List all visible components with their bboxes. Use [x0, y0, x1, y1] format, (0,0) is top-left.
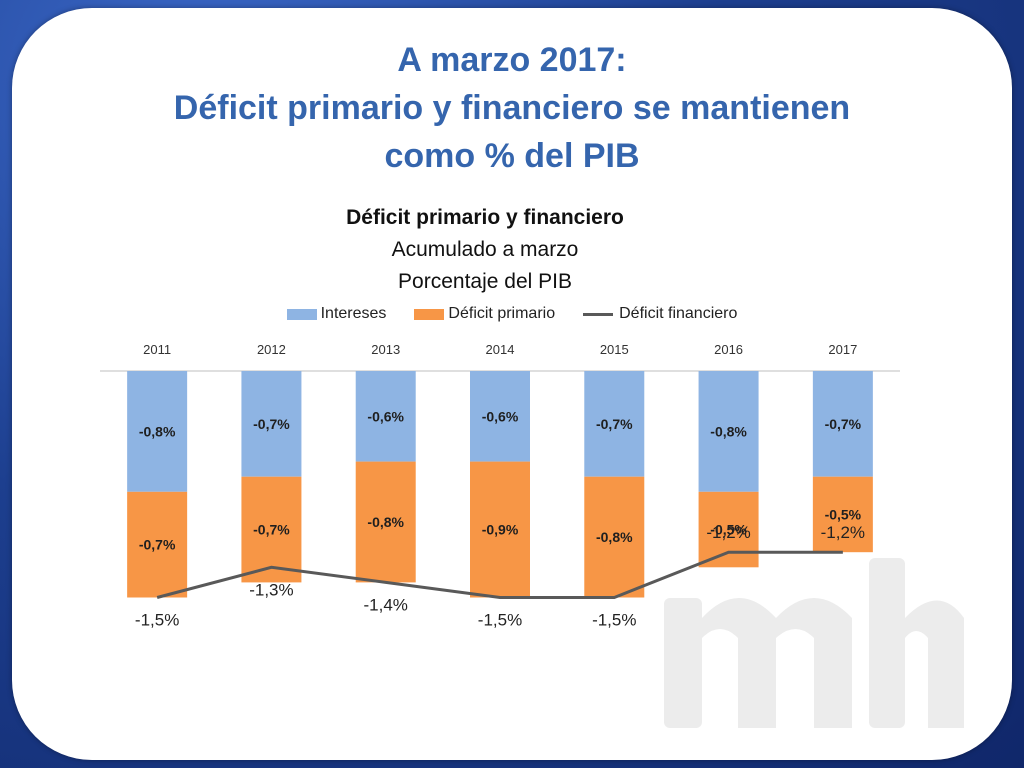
logo-watermark-icon: [664, 558, 964, 728]
data-label-intereses: -0,6%: [367, 408, 404, 424]
bar-deficit-primario: [241, 476, 302, 583]
bar-deficit-primario: [127, 491, 188, 598]
line-deficit-financiero: [156, 550, 843, 599]
legend-item-deficit-primario: Déficit primario: [414, 305, 555, 323]
data-label-intereses: -0,7%: [596, 416, 633, 432]
data-label-deficit-primario: -0,9%: [482, 522, 519, 538]
legend-swatch-deficit-primario: [414, 308, 445, 320]
bar-intereses: [355, 371, 416, 462]
data-label-intereses: -0,7%: [253, 416, 290, 432]
slide-title-line-3: como % del PIB: [384, 137, 640, 175]
chart-title-block: Déficit primario y financiero Acumulado …: [0, 202, 970, 298]
data-label-deficit-primario: -0,7%: [253, 522, 290, 538]
chart-subtitle-1: Acumulado a marzo: [391, 238, 579, 261]
legend-item-intereses: Intereses: [286, 305, 387, 323]
data-label-deficit-primario: -0,5%: [825, 506, 862, 522]
legend-label-deficit-financiero: Déficit financiero: [619, 305, 738, 322]
data-label-deficit-primario: -0,8%: [367, 514, 404, 530]
bar-intereses: [127, 371, 188, 492]
bar-deficit-primario: [812, 476, 873, 553]
x-tick-label: 2017: [828, 342, 857, 357]
data-label-deficit-financiero: -1,5%: [478, 611, 522, 630]
chart-legend: Intereses Déficit primario Déficit finan…: [0, 303, 1024, 325]
data-label-intereses: -0,8%: [139, 423, 176, 439]
slide-title-line-2: Déficit primario y financiero se mantien…: [173, 89, 851, 127]
data-label-intereses: -0,7%: [825, 416, 862, 432]
data-label-deficit-primario: -0,5%: [710, 522, 747, 538]
x-tick-label: 2013: [371, 342, 400, 357]
data-label-deficit-financiero: -1,5%: [592, 611, 636, 630]
x-tick-label: 2014: [486, 342, 515, 357]
x-tick-label: 2012: [257, 342, 286, 357]
data-label-deficit-financiero: -1,5%: [135, 611, 179, 630]
data-label-deficit-financiero: -1,2%: [821, 523, 865, 542]
bar-deficit-primario: [355, 461, 416, 583]
bar-deficit-primario: [584, 476, 645, 598]
bar-intereses: [698, 371, 759, 492]
bar-intereses: [241, 371, 302, 477]
x-tick-label: 2016: [714, 342, 743, 357]
bar-intereses: [470, 371, 530, 462]
data-label-deficit-primario: -0,8%: [596, 529, 633, 545]
chart-subtitle-2: Porcentaje del PIB: [398, 270, 572, 293]
bar-intereses: [584, 371, 645, 477]
bar-deficit-primario: [698, 491, 759, 568]
legend-swatch-deficit-financiero: [583, 312, 614, 316]
data-label-deficit-primario: -0,7%: [139, 537, 176, 553]
legend-label-intereses: Intereses: [320, 305, 387, 322]
x-tick-label: 2015: [600, 342, 629, 357]
bar-intereses: [812, 371, 873, 477]
data-label-intereses: -0,8%: [710, 423, 747, 439]
legend-swatch-intereses: [286, 308, 317, 320]
slide-title-line-1: A marzo 2017:: [397, 41, 627, 79]
data-label-intereses: -0,6%: [482, 408, 519, 424]
legend-label-deficit-primario: Déficit primario: [448, 305, 556, 322]
data-label-deficit-financiero: -1,4%: [364, 595, 408, 614]
x-tick-label: 2011: [143, 342, 171, 357]
data-label-deficit-financiero: -1,2%: [706, 523, 750, 542]
legend-item-deficit-financiero: Déficit financiero: [583, 305, 737, 323]
data-label-deficit-financiero: -1,3%: [249, 580, 293, 599]
slide-title: A marzo 2017: Déficit primario y financi…: [0, 36, 1024, 180]
bar-deficit-primario: [470, 461, 530, 598]
chart-title: Déficit primario y financiero: [346, 206, 624, 229]
